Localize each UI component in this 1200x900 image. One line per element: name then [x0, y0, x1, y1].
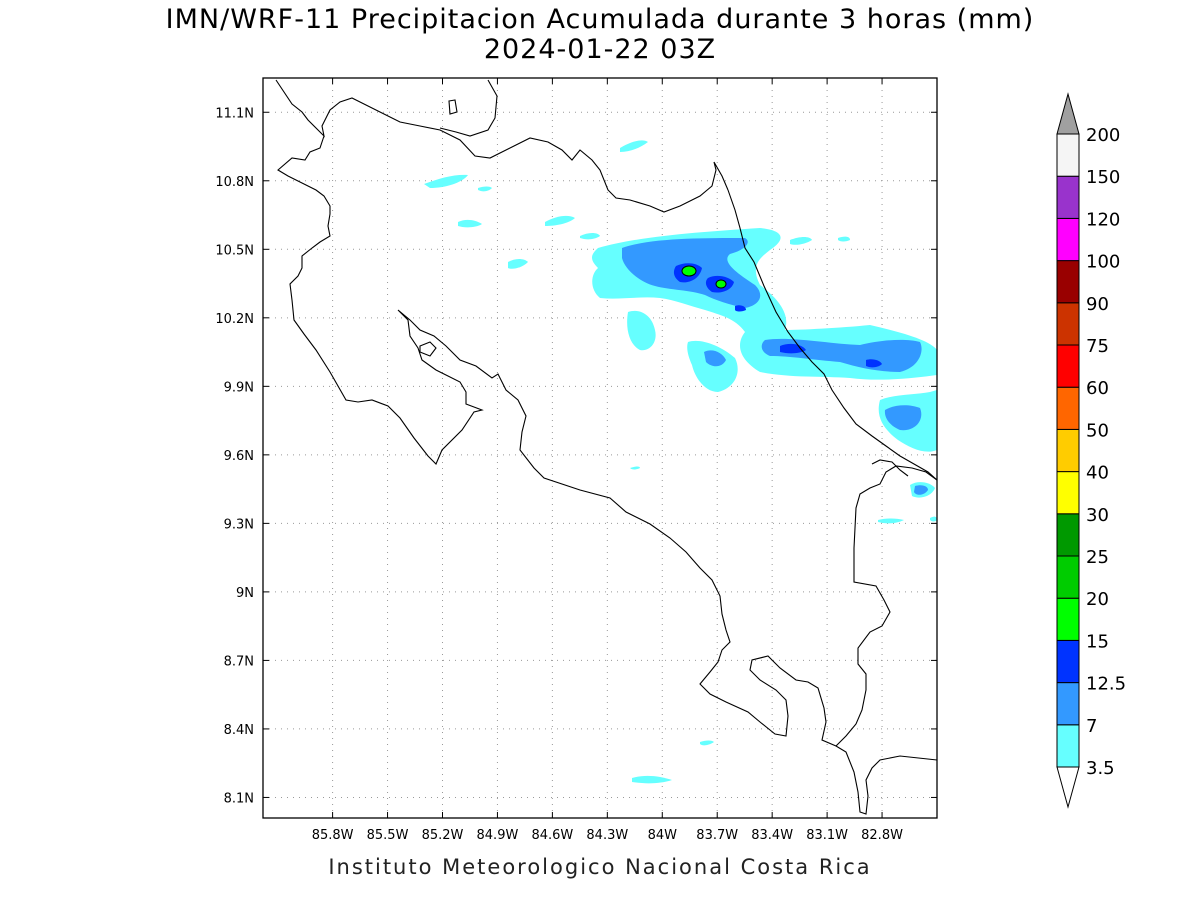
- colorbar-level-label: 90: [1086, 294, 1109, 315]
- precip-area: [878, 518, 904, 524]
- precip-area: [687, 340, 738, 392]
- colorbar-under-triangle: [1056, 766, 1080, 809]
- coastline-island: [448, 99, 458, 115]
- colorbar-level-label: 15: [1086, 631, 1109, 652]
- coastline-panama-detail: [871, 459, 909, 477]
- colorbar-over-triangle: [1056, 92, 1080, 135]
- precip-area: [790, 237, 812, 245]
- precip-area: [735, 305, 746, 312]
- colorbar-level-label: 20: [1086, 589, 1109, 610]
- coastline-north-pacific: [277, 135, 938, 815]
- precip-area: [780, 343, 806, 354]
- colorbar-swatch: [1056, 513, 1080, 557]
- latitude-label: 10.2N: [215, 312, 254, 327]
- colorbar-swatch: [1056, 133, 1080, 177]
- coastline: [275, 79, 938, 815]
- precip-area: [627, 310, 656, 351]
- colorbar-level-label: 60: [1086, 378, 1109, 399]
- colorbar-swatch: [1056, 302, 1080, 346]
- colorbar-level-label: 120: [1086, 209, 1120, 230]
- coastline-nicaragua-lake: [275, 79, 729, 213]
- precip-area: [704, 350, 726, 367]
- precip-area: [424, 174, 468, 188]
- colorbar-swatch: [1056, 386, 1080, 430]
- colorbar-swatch: [1056, 344, 1080, 388]
- precip-area: [930, 516, 937, 522]
- precip-area: [715, 279, 727, 289]
- latitude-label: 9N: [236, 586, 254, 601]
- coastline-lake-nic: [439, 79, 498, 137]
- precipitation-shading: [424, 140, 937, 784]
- precip-area: [630, 466, 640, 470]
- longitude-label: 84.9W: [477, 828, 519, 843]
- credit-text: Instituto Meteorologico Nacional Costa R…: [328, 855, 872, 879]
- latitude-label: 10.8N: [215, 175, 254, 190]
- latitude-label: 8.7N: [224, 654, 254, 669]
- precip-area: [508, 259, 528, 269]
- colorbar-swatch: [1056, 217, 1080, 262]
- precip-area: [620, 140, 648, 152]
- longitude-label: 85.8W: [312, 828, 354, 843]
- colorbar-level-label: 30: [1086, 505, 1109, 526]
- colorbar-swatch: [1056, 724, 1080, 768]
- colorbar-level-label: 7: [1086, 716, 1097, 737]
- coastline-panama-border: [835, 465, 938, 747]
- precip-area: [866, 359, 882, 368]
- map-valid-time: 2024-01-22 03Z: [483, 34, 717, 65]
- longitude-label: 82.8W: [861, 828, 903, 843]
- longitude-label: 84.3W: [586, 828, 628, 843]
- longitude-label: 83.4W: [751, 828, 793, 843]
- precip-area: [700, 740, 714, 746]
- precip-area: [914, 485, 928, 495]
- latitude-label: 9.3N: [224, 517, 254, 532]
- latitude-label: 11.1N: [215, 106, 254, 121]
- colorbar-level-label: 50: [1086, 420, 1109, 441]
- precip-area: [458, 219, 482, 228]
- colorbar-level-label: 150: [1086, 167, 1120, 188]
- precip-area: [884, 405, 922, 431]
- colorbar-swatch: [1056, 639, 1080, 684]
- longitude-label: 84.6W: [531, 828, 573, 843]
- colorbar-level-label: 200: [1086, 125, 1120, 146]
- colorbar-swatch: [1056, 555, 1080, 599]
- coastline-gulf-nicoya-island: [419, 341, 437, 357]
- latitude-label: 9.9N: [224, 380, 254, 395]
- latitude-labels: 11.1N 10.8N 10.5N 10.2N 9.9N 9.6N 9.3N 9N 8.7N 8.…: [215, 106, 254, 806]
- map-title: IMN/WRF-11 Precipitacion Acumulada duran…: [165, 4, 1035, 35]
- colorbar-level-label: 75: [1086, 336, 1109, 357]
- colorbar-level-label: 3.5: [1086, 758, 1115, 779]
- colorbar-level-label: 12.5: [1086, 674, 1126, 695]
- latitude-label: 10.5N: [215, 243, 254, 258]
- colorbar-swatch: [1056, 471, 1080, 515]
- coastline-caribbean: [727, 189, 938, 481]
- colorbar-swatch: [1056, 597, 1080, 641]
- latitude-label: 8.4N: [224, 723, 254, 738]
- colorbar-level-label: 40: [1086, 463, 1109, 484]
- lat-lon-grid: [263, 78, 937, 818]
- longitude-label: 83.7W: [696, 828, 738, 843]
- colorbar-swatch: [1056, 260, 1080, 304]
- colorbar-swatch: [1056, 682, 1080, 726]
- colorbar: 3.5 7 12.5 15 20 25 30 40 50 60 75 90 100 120 150 200: [1056, 92, 1126, 809]
- colorbar-swatch: [1056, 428, 1080, 473]
- colorbar-level-label: 100: [1086, 252, 1120, 273]
- map-frame: [262, 77, 938, 819]
- latitude-label: 9.6N: [224, 449, 254, 464]
- longitude-label: 85.2W: [422, 828, 464, 843]
- precip-area: [478, 186, 492, 192]
- precip-area: [545, 215, 575, 226]
- longitude-label: 85.5W: [367, 828, 409, 843]
- colorbar-level-label: 25: [1086, 547, 1109, 568]
- precip-area: [632, 775, 672, 784]
- longitude-labels: 85.8W 85.5W 85.2W 84.9W 84.6W 84.3W 84W 83.7W 83…: [312, 828, 903, 843]
- latitude-label: 8.1N: [224, 791, 254, 806]
- longitude-label: 83.1W: [806, 828, 848, 843]
- longitude-label: 84W: [648, 828, 678, 843]
- precip-area: [580, 233, 600, 240]
- map-border: [262, 77, 938, 819]
- precip-area: [681, 265, 697, 277]
- colorbar-swatch: [1056, 175, 1080, 219]
- precip-area: [838, 236, 850, 242]
